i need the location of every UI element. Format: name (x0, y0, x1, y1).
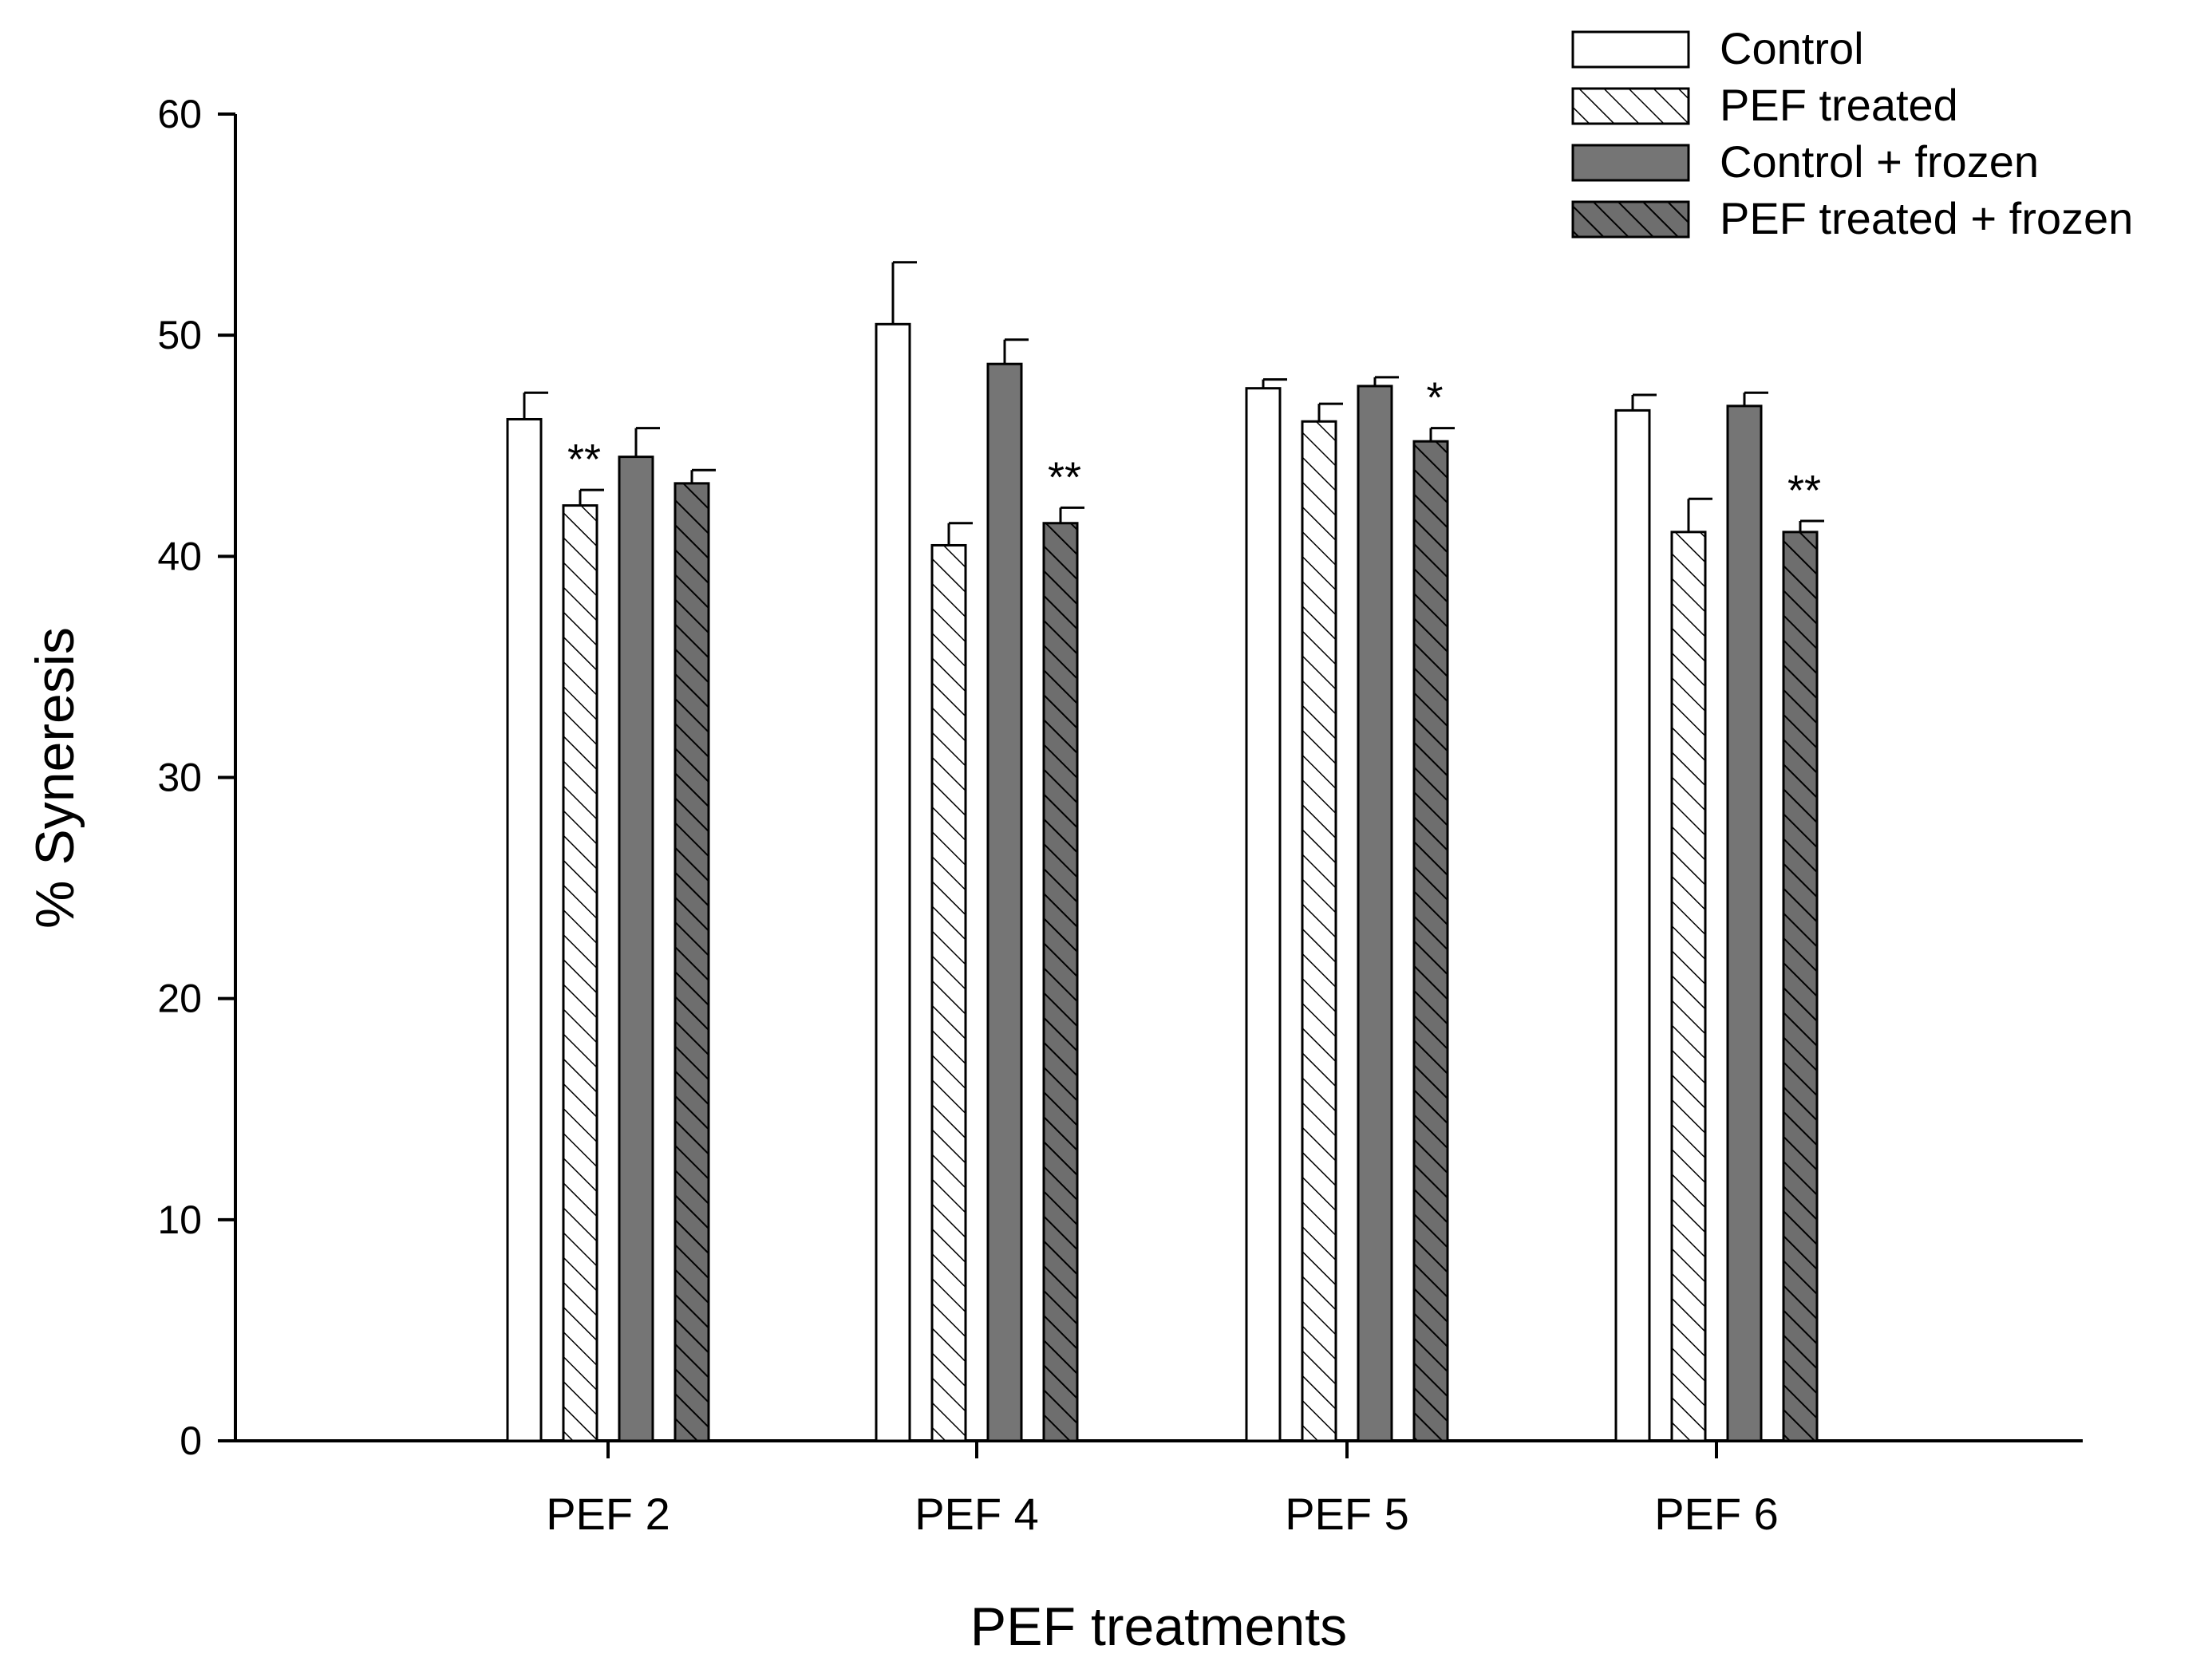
bar (1042, 522, 1079, 1442)
x-tick-label: PEF 2 (546, 1489, 670, 1539)
bar (1357, 385, 1393, 1442)
bar (1301, 420, 1337, 1442)
legend-label: Control (1720, 23, 1864, 73)
y-tick-label: 20 (157, 977, 202, 1021)
legend-item: Control (1571, 23, 1864, 73)
bar (562, 504, 598, 1442)
bar-group: ** (1614, 391, 1824, 1442)
legend-item: PEF treated (1571, 80, 1958, 130)
x-tick-label: PEF 4 (914, 1489, 1039, 1539)
legend-item: Control + frozen (1571, 136, 2039, 187)
y-axis-title: % Syneresis (25, 627, 85, 929)
legend-swatch (1571, 200, 1690, 239)
y-tick-label: 30 (157, 756, 202, 800)
significance-label: ** (1048, 453, 1081, 501)
legend-item: PEF treated + frozen (1571, 193, 2133, 243)
bars: ** ***** (506, 261, 1824, 1442)
y-ticks: 0 10 20 30 40 50 60 (157, 92, 235, 1463)
legend-label: Control + frozen (1720, 136, 2039, 187)
bar-group: * (1245, 374, 1455, 1442)
bar (1726, 404, 1763, 1442)
bar (673, 482, 710, 1442)
x-ticks: PEF 2 PEF 4 PEF 5 PEF 6 (546, 1441, 1779, 1539)
bar (1614, 408, 1651, 1442)
bar-group: ** (875, 261, 1084, 1442)
legend-swatch (1571, 144, 1690, 182)
legend: Control PEF treated Control + frozen PEF tr… (1571, 23, 2133, 243)
legend-label: PEF treated (1720, 80, 1958, 130)
x-tick-label: PEF 6 (1654, 1489, 1779, 1539)
bar (875, 322, 911, 1442)
legend-swatch (1571, 30, 1690, 69)
y-tick-label: 10 (157, 1197, 202, 1242)
y-tick-label: 50 (157, 313, 202, 357)
significance-label: ** (567, 436, 601, 483)
bar (506, 417, 543, 1442)
legend-label: PEF treated + frozen (1720, 193, 2133, 243)
bar (986, 362, 1023, 1442)
significance-label: * (1426, 374, 1443, 422)
legend-swatch (1571, 87, 1690, 125)
y-tick-label: 40 (157, 534, 202, 578)
bar (1412, 440, 1449, 1442)
y-tick-label: 0 (180, 1418, 202, 1463)
bar (618, 456, 654, 1442)
bar (1670, 531, 1707, 1442)
x-tick-label: PEF 5 (1285, 1489, 1409, 1539)
bar (1245, 387, 1282, 1442)
significance-label: ** (1787, 467, 1821, 515)
y-tick-label: 60 (157, 92, 202, 136)
bar-group: ** (506, 391, 716, 1442)
bar (930, 543, 967, 1442)
bar (1782, 531, 1819, 1442)
x-axis-title: PEF treatments (970, 1596, 1347, 1657)
